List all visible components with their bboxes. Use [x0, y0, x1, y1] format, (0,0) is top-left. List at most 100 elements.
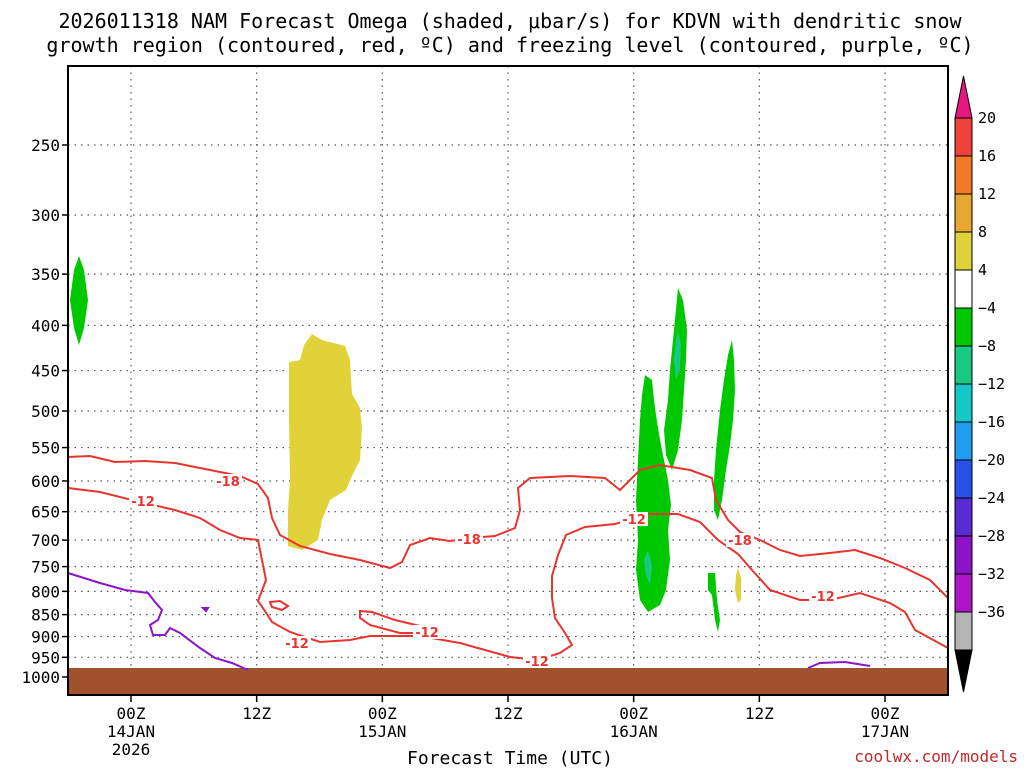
x-tick-date: 16JAN	[610, 722, 658, 741]
freezing-level-contours	[67, 572, 871, 671]
freezing-level-right	[807, 660, 871, 669]
colorbar-segment	[954, 535, 973, 575]
x-tick-label: 00Z	[117, 704, 146, 723]
omega-green-blob-1	[636, 375, 671, 612]
x-tick-label: 12Z	[745, 704, 774, 723]
x-tick-date: 15JAN	[358, 722, 406, 741]
colorbar-label: −12	[978, 375, 1005, 393]
contour-labels: -18 -12 -12 -18 -12 -12 -12 -18 -12	[129, 474, 837, 670]
contour-label: -12	[131, 495, 155, 510]
x-tick-label: 00Z	[619, 704, 648, 723]
colorbar-label: 4	[978, 261, 987, 279]
contour-label-bg	[129, 494, 157, 508]
colorbar-segment	[954, 573, 973, 613]
omega-teal-streak-1	[644, 550, 652, 585]
contour-label: -12	[622, 513, 646, 528]
colorbar-label: 8	[978, 223, 987, 241]
colorbar-label: 12	[978, 185, 996, 203]
omega-teal-streak-2	[674, 330, 681, 380]
y-tick-label: 850	[31, 606, 60, 625]
omega-green-blob-3	[714, 340, 735, 520]
contour-minus12-main	[67, 487, 949, 662]
y-tick-label: 900	[31, 628, 60, 647]
y-axis: 250 300 350 400 450 500 550 600 650 700 750 800 850 9…	[21, 136, 68, 687]
contour-minus12-tiny	[268, 599, 290, 612]
x-tick-year: 2026	[112, 740, 151, 759]
contour-label: -18	[216, 475, 240, 490]
y-tick-label: 250	[31, 136, 60, 155]
freezing-level-blob-small	[200, 607, 210, 613]
colorbar-label: −36	[978, 603, 1005, 621]
omega-green-blob-2	[664, 288, 687, 470]
contour-label-bg	[455, 532, 483, 546]
x-tick-label: 12Z	[494, 704, 523, 723]
colorbar-label: −20	[978, 451, 1005, 469]
credit-text: coolwx.com/models	[854, 747, 1018, 766]
y-tick-label: 700	[31, 531, 60, 550]
y-tick-label: 600	[31, 472, 60, 491]
contour-label: -12	[285, 637, 309, 652]
x-tick-label: 00Z	[368, 704, 397, 723]
y-tick-label: 300	[31, 206, 60, 225]
x-tick-date: 14JAN	[107, 722, 155, 741]
chart-title-line-2: growth region (contoured, red, ºC) and f…	[46, 33, 973, 57]
colorbar-label: −24	[978, 489, 1005, 507]
colorbar-label: 16	[978, 147, 996, 165]
y-tick-label: 400	[31, 316, 60, 335]
contour-label-bg	[283, 636, 311, 650]
contour-label: -18	[457, 533, 481, 548]
omega-green-blob-4	[708, 573, 720, 632]
contour-label: -12	[525, 655, 549, 670]
y-tick-label: 350	[31, 265, 60, 284]
omega-green-blob-left	[70, 256, 88, 345]
contour-label: -12	[415, 626, 439, 641]
terrain-layer	[68, 668, 948, 695]
x-tick-label: 12Z	[242, 704, 271, 723]
colorbar-segment	[954, 497, 973, 537]
colorbar-segment	[954, 269, 973, 309]
colorbar-label: 20	[978, 109, 996, 127]
y-tick-label: 500	[31, 402, 60, 421]
contour-label-bg	[620, 512, 648, 526]
colorbar-top-arrow	[954, 75, 973, 119]
colorbar-label: −28	[978, 527, 1005, 545]
colorbar-segment	[954, 459, 973, 499]
contour-label-bg	[726, 533, 754, 547]
y-tick-label: 450	[31, 362, 60, 381]
y-tick-label: 650	[31, 503, 60, 522]
contour-minus18-upper	[67, 454, 949, 599]
colorbar: 20 16 12 8 4 −4 −8 −12 −16 −20 −24 −28 −32 −36	[954, 75, 1005, 693]
contour-label-bg	[523, 654, 551, 668]
colorbar-label: −32	[978, 565, 1005, 583]
omega-shading	[70, 256, 741, 632]
colorbar-label: −4	[978, 299, 996, 317]
colorbar-segment	[954, 611, 973, 651]
colorbar-segment	[954, 117, 973, 157]
colorbar-segment	[954, 383, 973, 423]
colorbar-segment	[954, 307, 973, 347]
x-tick-date: 17JAN	[861, 722, 909, 741]
contour-label-bg	[413, 625, 441, 639]
x-tick-label: 00Z	[871, 704, 900, 723]
y-tick-label: 800	[31, 582, 60, 601]
contour-label-bg	[214, 474, 242, 488]
colorbar-segment	[954, 155, 973, 195]
colorbar-segment	[954, 345, 973, 385]
freezing-level-line	[67, 572, 249, 671]
colorbar-segment	[954, 421, 973, 461]
colorbar-segment	[954, 193, 973, 233]
grid-lines	[68, 66, 948, 695]
colorbar-segment	[954, 231, 973, 271]
contour-label: -18	[728, 534, 752, 549]
colorbar-label: −16	[978, 413, 1005, 431]
y-tick-label: 950	[31, 648, 60, 667]
contour-label-bg	[809, 589, 837, 603]
y-tick-label: 1000	[21, 668, 60, 687]
y-tick-label: 750	[31, 558, 60, 577]
contour-label: -12	[811, 590, 835, 605]
x-axis-title: Forecast Time (UTC)	[407, 748, 613, 768]
omega-yellow-blob	[288, 334, 362, 550]
colorbar-bottom-arrow	[954, 649, 973, 693]
